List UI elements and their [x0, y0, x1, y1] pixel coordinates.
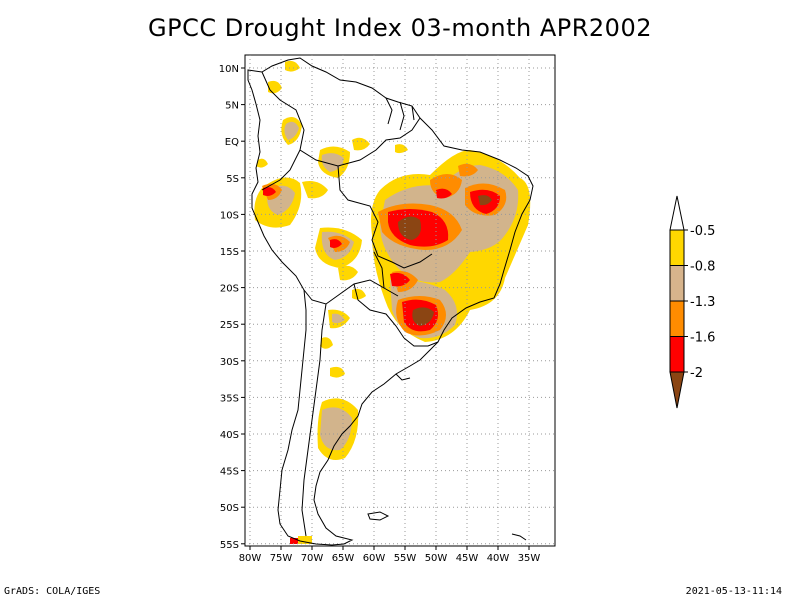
- longitude-axis: 80W 75W 70W 65W 60W 55W 50W 45W 40W 35W: [239, 546, 541, 564]
- lat-tick-label: 15S: [220, 247, 239, 258]
- lon-tick-label: 40W: [487, 553, 510, 564]
- lon-tick-label: 65W: [332, 553, 355, 564]
- colorbar-segment: [669, 265, 685, 302]
- islands: [367, 373, 527, 541]
- lon-tick-label: 70W: [301, 553, 324, 564]
- lat-tick-label: 55S: [220, 540, 239, 551]
- lat-tick-label: 45S: [220, 467, 239, 478]
- colorbar-label: -2: [690, 366, 703, 381]
- lat-tick-label: 40S: [220, 430, 239, 441]
- lon-tick-label: 60W: [363, 553, 386, 564]
- lat-tick-label: 20S: [220, 284, 239, 295]
- colorbar-top-arrow: [669, 195, 685, 231]
- lon-tick-label: 80W: [239, 553, 262, 564]
- colorbar-label: -1.3: [690, 295, 715, 310]
- lat-tick-label: 25S: [220, 320, 239, 331]
- footer-credit: GrADS: COLA/IGES: [4, 586, 101, 597]
- colorbar-label: -0.8: [690, 260, 715, 275]
- colorbar-bottom-arrow: [669, 371, 685, 409]
- colorbar-label: -0.5: [690, 224, 715, 239]
- colorbar-segment: [669, 229, 685, 266]
- footer-timestamp: 2021-05-13-11:14: [685, 586, 782, 597]
- lat-tick-label: 10N: [219, 64, 239, 75]
- lat-tick-label: EQ: [225, 137, 239, 148]
- lon-tick-label: 75W: [270, 553, 293, 564]
- coastline: [247, 57, 534, 546]
- lat-tick-label: 5S: [226, 174, 239, 185]
- lon-tick-label: 50W: [425, 553, 448, 564]
- lon-tick-label: 35W: [518, 553, 541, 564]
- lat-tick-label: 35S: [220, 393, 239, 404]
- colorbar-segment: [669, 336, 685, 373]
- lat-tick-label: 5N: [225, 101, 239, 112]
- lat-tick-label: 10S: [220, 210, 239, 221]
- latitude-axis: 10N 5N EQ 5S 10S 15S 20S 25S 30S 35S 40S 45S 50S 55S: [219, 64, 245, 551]
- lat-tick-label: 50S: [220, 503, 239, 514]
- colorbar: -0.5 -0.8 -1.3 -1.6 -2: [669, 195, 715, 409]
- lon-tick-label: 45W: [456, 553, 479, 564]
- drought-shading: [254, 60, 531, 544]
- colorbar-label: -1.6: [690, 331, 715, 346]
- colorbar-segment: [669, 300, 685, 337]
- lon-tick-label: 55W: [394, 553, 417, 564]
- lat-tick-label: 30S: [220, 357, 239, 368]
- map-title: GPCC Drought Index 03-month APR2002: [148, 14, 652, 42]
